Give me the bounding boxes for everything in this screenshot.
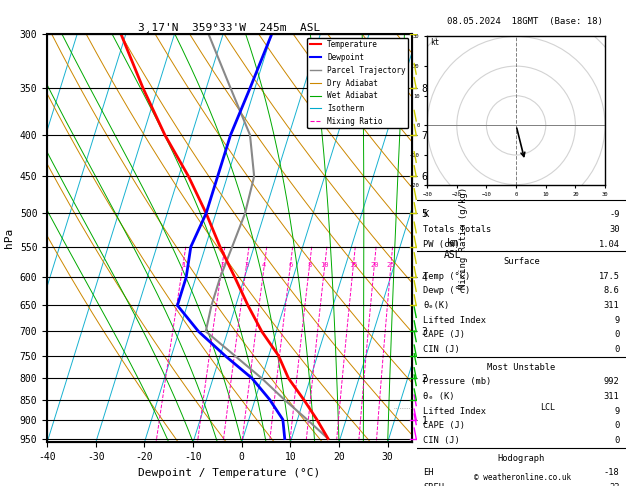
- Text: 1: 1: [181, 262, 185, 268]
- Text: -9: -9: [609, 210, 620, 219]
- Text: 0: 0: [615, 436, 620, 445]
- Text: kt: kt: [430, 38, 440, 47]
- Text: 25: 25: [387, 262, 395, 268]
- Text: 8: 8: [308, 262, 311, 268]
- Text: CAPE (J): CAPE (J): [423, 330, 465, 339]
- Text: 6: 6: [288, 262, 292, 268]
- Text: Temp (°C): Temp (°C): [423, 272, 470, 281]
- Text: PW (cm): PW (cm): [423, 240, 460, 248]
- Text: 311: 311: [604, 392, 620, 401]
- Text: 0: 0: [615, 345, 620, 354]
- Text: Lifted Index: Lifted Index: [423, 407, 486, 416]
- Text: LCL: LCL: [540, 403, 555, 412]
- Text: θₑ(K): θₑ(K): [423, 301, 450, 310]
- Text: CIN (J): CIN (J): [423, 345, 460, 354]
- Text: Mixing Ratio (g/kg): Mixing Ratio (g/kg): [459, 187, 467, 289]
- Text: Hodograph: Hodograph: [498, 453, 545, 463]
- Text: 10: 10: [321, 262, 329, 268]
- Text: 23: 23: [609, 483, 620, 486]
- Text: 3: 3: [244, 262, 248, 268]
- Y-axis label: km
ASL: km ASL: [444, 238, 462, 260]
- Title: 3¸17'N  359°33'W  245m  ASL: 3¸17'N 359°33'W 245m ASL: [138, 22, 321, 32]
- Legend: Temperature, Dewpoint, Parcel Trajectory, Dry Adiabat, Wet Adiabat, Isotherm, Mi: Temperature, Dewpoint, Parcel Trajectory…: [308, 38, 408, 128]
- Text: 311: 311: [604, 301, 620, 310]
- Text: 4: 4: [262, 262, 267, 268]
- Text: CIN (J): CIN (J): [423, 436, 460, 445]
- Text: θₑ (K): θₑ (K): [423, 392, 455, 401]
- Text: Totals Totals: Totals Totals: [423, 225, 491, 234]
- Text: 992: 992: [604, 377, 620, 386]
- Text: 0: 0: [615, 421, 620, 430]
- Text: 2: 2: [220, 262, 225, 268]
- Text: CAPE (J): CAPE (J): [423, 421, 465, 430]
- Text: Lifted Index: Lifted Index: [423, 316, 486, 325]
- Text: 8.6: 8.6: [604, 286, 620, 295]
- Text: 9: 9: [615, 316, 620, 325]
- Text: SREH: SREH: [423, 483, 444, 486]
- Text: Pressure (mb): Pressure (mb): [423, 377, 491, 386]
- Y-axis label: hPa: hPa: [4, 228, 14, 248]
- Text: 15: 15: [349, 262, 358, 268]
- Text: 08.05.2024  18GMT  (Base: 18): 08.05.2024 18GMT (Base: 18): [447, 17, 603, 26]
- Text: 0: 0: [615, 330, 620, 339]
- Text: 9: 9: [615, 407, 620, 416]
- Text: © weatheronline.co.uk: © weatheronline.co.uk: [474, 473, 571, 482]
- X-axis label: Dewpoint / Temperature (°C): Dewpoint / Temperature (°C): [138, 468, 321, 478]
- Text: 20: 20: [370, 262, 379, 268]
- Text: 17.5: 17.5: [599, 272, 620, 281]
- Text: EH: EH: [423, 468, 434, 477]
- Text: -18: -18: [604, 468, 620, 477]
- Text: Dewp (°C): Dewp (°C): [423, 286, 470, 295]
- Text: Most Unstable: Most Unstable: [487, 363, 555, 372]
- Text: 30: 30: [609, 225, 620, 234]
- Text: Surface: Surface: [503, 257, 540, 266]
- Text: 1.04: 1.04: [599, 240, 620, 248]
- Text: K: K: [423, 210, 428, 219]
